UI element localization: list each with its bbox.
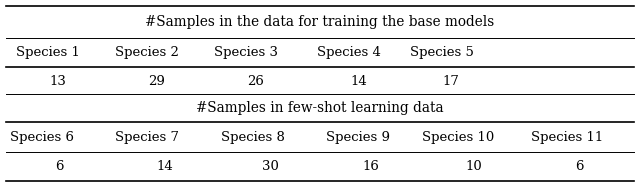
Text: 29: 29 <box>148 75 165 88</box>
Text: #Samples in the data for training the base models: #Samples in the data for training the ba… <box>145 15 495 28</box>
Text: Species 4: Species 4 <box>317 46 381 59</box>
Text: Species 5: Species 5 <box>410 46 474 59</box>
Text: 17: 17 <box>443 75 460 88</box>
Text: 6: 6 <box>575 160 584 173</box>
Text: 14: 14 <box>350 75 367 88</box>
Text: Species 11: Species 11 <box>531 131 604 144</box>
Text: Species 2: Species 2 <box>115 46 179 59</box>
Text: 6: 6 <box>55 160 63 173</box>
Text: Species 7: Species 7 <box>115 131 179 144</box>
Text: Species 6: Species 6 <box>10 131 74 144</box>
Text: 26: 26 <box>248 75 264 88</box>
Text: 10: 10 <box>465 160 482 173</box>
Text: Species 9: Species 9 <box>326 131 390 144</box>
Text: #Samples in few-shot learning data: #Samples in few-shot learning data <box>196 101 444 114</box>
Text: 13: 13 <box>49 75 66 88</box>
Text: 14: 14 <box>156 160 173 173</box>
Text: Species 3: Species 3 <box>214 46 278 59</box>
Text: 16: 16 <box>363 160 380 173</box>
Text: 30: 30 <box>262 160 279 173</box>
Text: Species 10: Species 10 <box>422 131 495 144</box>
Text: Species 1: Species 1 <box>16 46 80 59</box>
Text: Species 8: Species 8 <box>221 131 285 144</box>
